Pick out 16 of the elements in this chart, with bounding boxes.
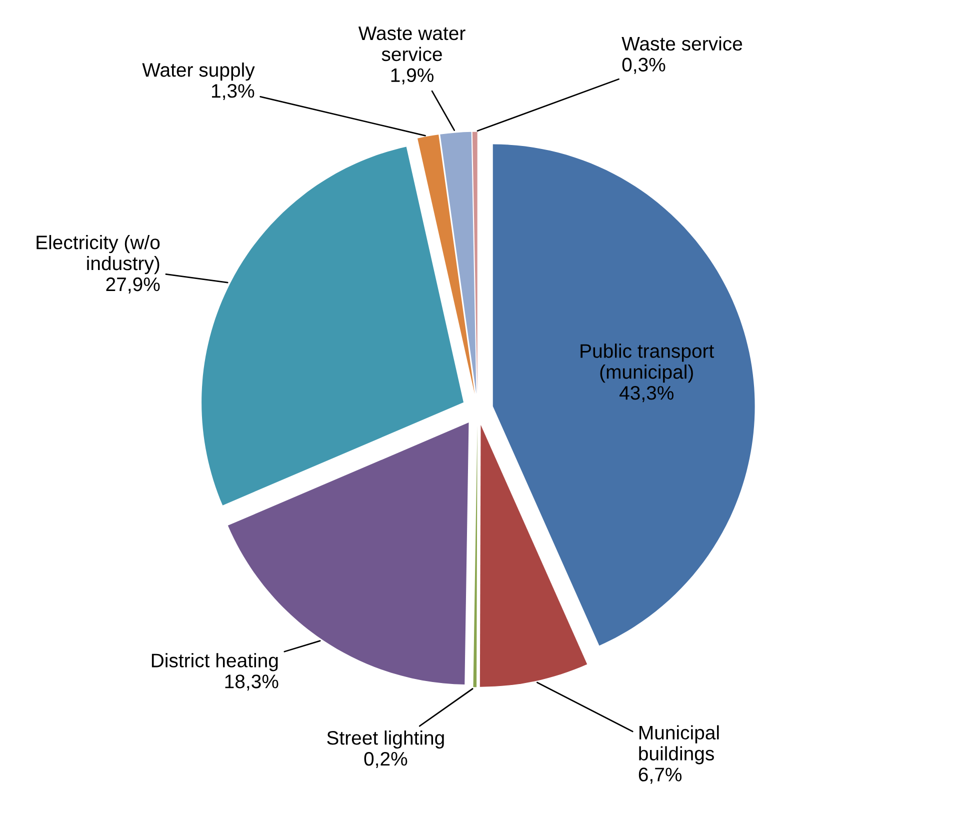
slice-label: Public transport (municipal) <box>580 344 714 383</box>
slice-label: Water supply <box>142 62 255 81</box>
data-label: 43,3% <box>619 386 674 402</box>
data-label: 6,7% <box>638 768 682 784</box>
slice-label: Street lighting <box>327 730 444 749</box>
data-label: 18,3% <box>225 674 278 691</box>
slice-label: Waste service <box>622 36 742 51</box>
data-label: 27,9% <box>106 277 160 294</box>
slice-label: Municipal buildings <box>639 725 719 764</box>
slice-label: District heating <box>152 653 278 672</box>
data-label: 1,9% <box>391 68 434 84</box>
data-label: 1,3% <box>212 84 254 100</box>
slice-label: Electricity (w/o industry) <box>36 235 160 274</box>
data-label: 0,2% <box>364 752 408 768</box>
data-label: 0,3% <box>622 58 666 74</box>
slice-label: Waste water service <box>358 26 466 62</box>
